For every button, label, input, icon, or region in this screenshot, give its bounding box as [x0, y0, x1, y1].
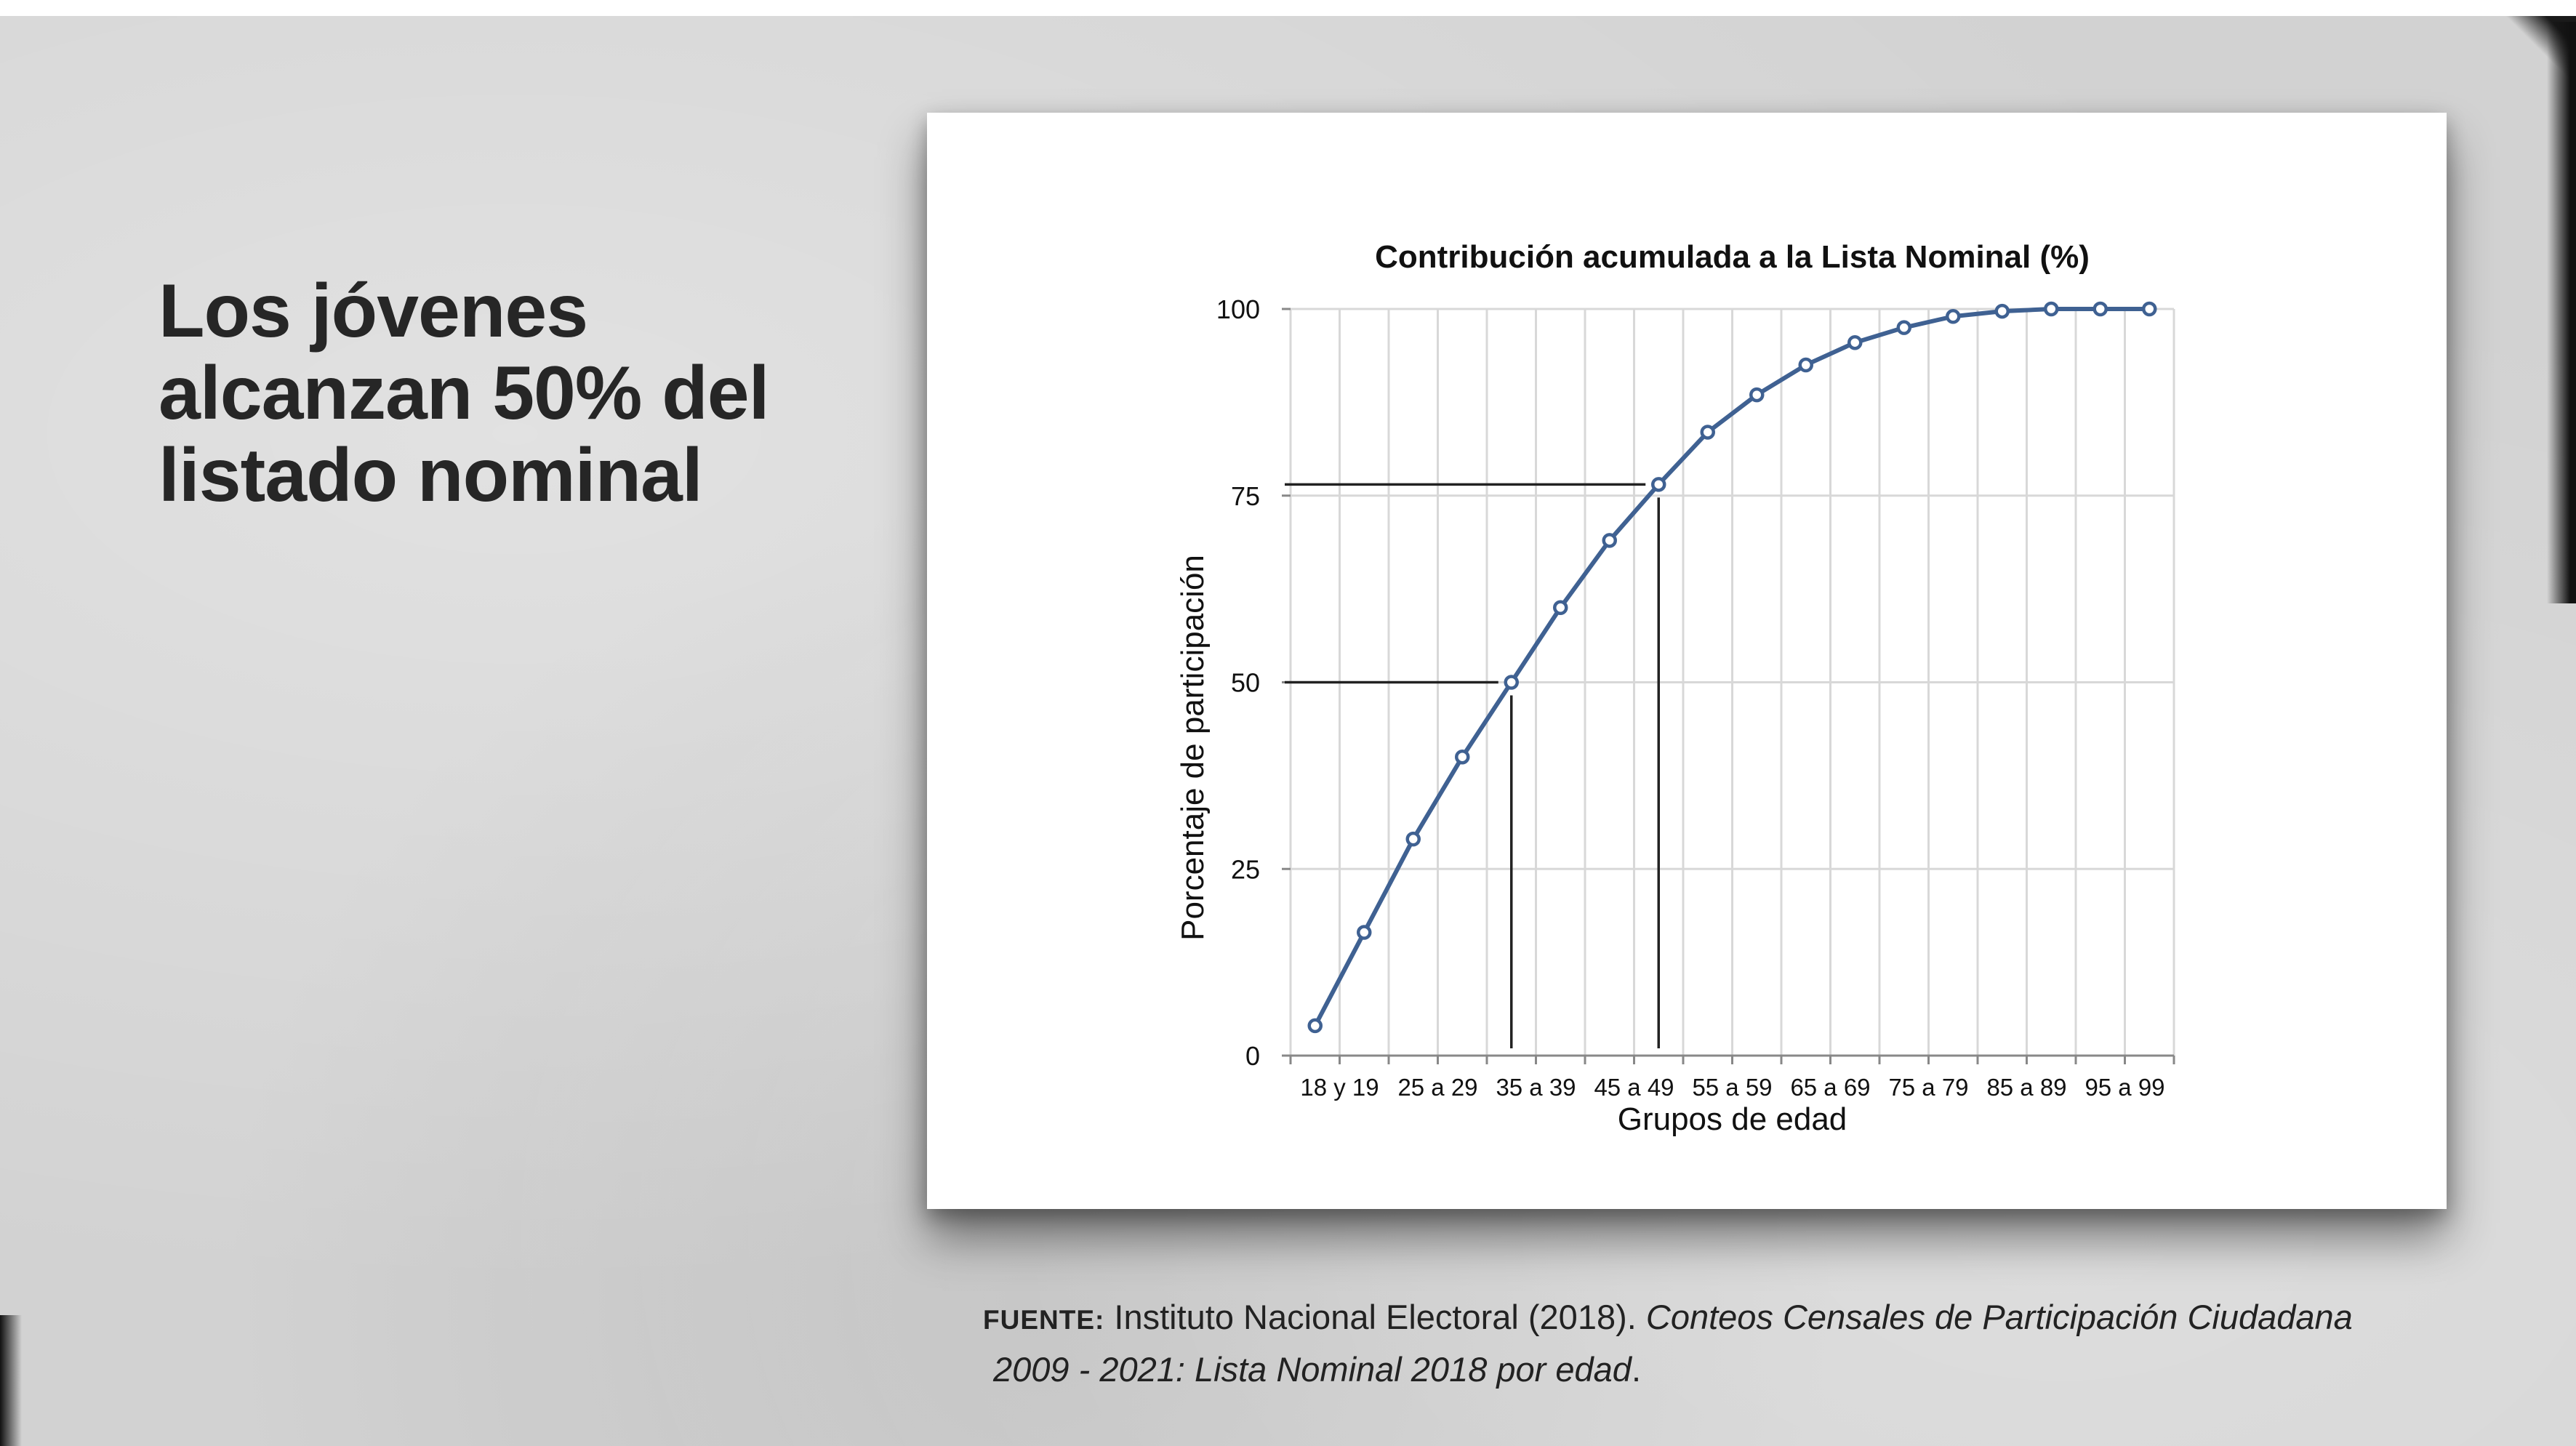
y-tick-label: 100 [1216, 294, 1260, 324]
x-tick-label: 85 a 89 [1986, 1074, 2066, 1101]
chart-card: 0 25 50 75 100 18 y 19 25 a 29 35 a 39 45 a 49 55… [927, 113, 2447, 1209]
x-tick-label: 95 a 99 [2085, 1074, 2164, 1101]
x-tick-label: 25 a 29 [1397, 1074, 1477, 1101]
source-label: FUENTE: [983, 1305, 1105, 1335]
source-work-line1: Conteos Censales de Participación Ciudad… [1636, 1298, 2353, 1336]
data-point [1994, 303, 2010, 319]
data-point [2044, 301, 2059, 317]
data-point [1405, 831, 1421, 847]
grunge-edge-decoration [2547, 22, 2576, 603]
data-point [1307, 1018, 1323, 1034]
data-point [1798, 357, 1813, 373]
data-point [1946, 309, 1961, 324]
data-point [1749, 387, 1765, 403]
top-strip [0, 0, 2576, 16]
source-citation: FUENTE: Instituto Nacional Electoral (20… [983, 1293, 2437, 1394]
x-axis-label: Grupos de edad [1618, 1101, 1847, 1137]
y-tick-label: 0 [1245, 1041, 1260, 1071]
y-axis-label: Porcentaje de participación [1175, 555, 1211, 941]
data-point [1553, 600, 1568, 616]
data-point [1700, 425, 1715, 440]
chart-title: Contribución acumulada a la Lista Nomina… [1375, 239, 2090, 275]
data-point [1357, 925, 1372, 940]
x-tick-label: 65 a 69 [1790, 1074, 1870, 1101]
data-point [1602, 533, 1617, 548]
x-tick-label: 75 a 79 [1888, 1074, 1968, 1101]
x-tick-label: 45 a 49 [1594, 1074, 1674, 1101]
x-tick-label: 18 y 19 [1300, 1074, 1379, 1101]
data-point [2093, 301, 2108, 317]
data-point [1896, 320, 1911, 335]
y-tick-label: 25 [1231, 854, 1260, 884]
x-tick-label: 55 a 59 [1692, 1074, 1772, 1101]
series-line [1313, 307, 2150, 1027]
data-point [1847, 334, 1863, 350]
grunge-edge-decoration [0, 1315, 22, 1446]
source-end: . [1631, 1350, 1642, 1389]
data-point [2142, 301, 2157, 317]
source-author: Instituto Nacional Electoral (2018). [1104, 1298, 1637, 1336]
data-point [1504, 675, 1519, 690]
data-point [1455, 749, 1470, 765]
x-tick-label: 35 a 39 [1496, 1074, 1576, 1101]
y-tick-label: 50 [1231, 668, 1260, 698]
y-tick-label: 75 [1231, 481, 1260, 511]
line-chart: 0 25 50 75 100 18 y 19 25 a 29 35 a 39 45 a 49 55… [1175, 239, 2175, 1137]
source-work-line2: 2009 - 2021: Lista Nominal 2018 por edad [993, 1350, 1632, 1389]
slide-headline: Los jóvenes alcanzan 50% del listado nom… [159, 269, 770, 518]
data-point [1651, 477, 1666, 492]
